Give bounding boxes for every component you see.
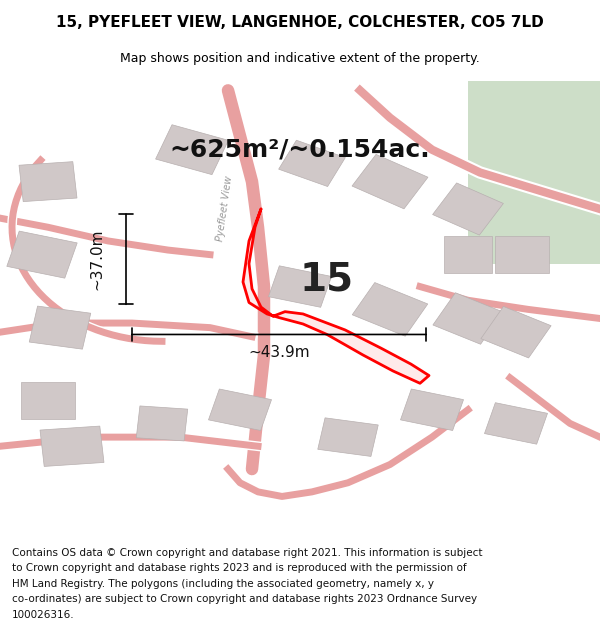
Bar [468, 81, 600, 264]
Polygon shape [136, 406, 188, 441]
Text: Map shows position and indicative extent of the property.: Map shows position and indicative extent… [120, 52, 480, 65]
Polygon shape [400, 389, 464, 431]
Polygon shape [318, 418, 378, 456]
Polygon shape [21, 382, 75, 419]
Text: 15, PYEFLEET VIEW, LANGENHOE, COLCHESTER, CO5 7LD: 15, PYEFLEET VIEW, LANGENHOE, COLCHESTER… [56, 15, 544, 30]
Text: HM Land Registry. The polygons (including the associated geometry, namely x, y: HM Land Registry. The polygons (includin… [12, 579, 434, 589]
Polygon shape [19, 162, 77, 202]
Polygon shape [433, 183, 503, 235]
Polygon shape [243, 209, 429, 383]
Text: to Crown copyright and database rights 2023 and is reproduced with the permissio: to Crown copyright and database rights 2… [12, 563, 467, 573]
Polygon shape [40, 426, 104, 466]
Polygon shape [29, 306, 91, 349]
Text: Pyefleet View: Pyefleet View [215, 176, 235, 242]
Polygon shape [495, 236, 549, 273]
Polygon shape [155, 125, 229, 174]
Text: 15: 15 [300, 261, 354, 299]
Polygon shape [208, 389, 272, 431]
Polygon shape [7, 231, 77, 278]
Text: Contains OS data © Crown copyright and database right 2021. This information is : Contains OS data © Crown copyright and d… [12, 548, 482, 558]
Polygon shape [484, 402, 548, 444]
Text: ~37.0m: ~37.0m [90, 228, 104, 290]
Polygon shape [481, 306, 551, 358]
Text: 100026316.: 100026316. [12, 609, 74, 619]
Polygon shape [268, 266, 332, 308]
Polygon shape [444, 236, 492, 273]
Text: ~625m²/~0.154ac.: ~625m²/~0.154ac. [170, 138, 430, 162]
Polygon shape [433, 292, 503, 344]
Polygon shape [352, 154, 428, 209]
Polygon shape [278, 140, 346, 186]
Polygon shape [352, 282, 428, 336]
Text: co-ordinates) are subject to Crown copyright and database rights 2023 Ordnance S: co-ordinates) are subject to Crown copyr… [12, 594, 477, 604]
Text: ~43.9m: ~43.9m [248, 345, 310, 360]
